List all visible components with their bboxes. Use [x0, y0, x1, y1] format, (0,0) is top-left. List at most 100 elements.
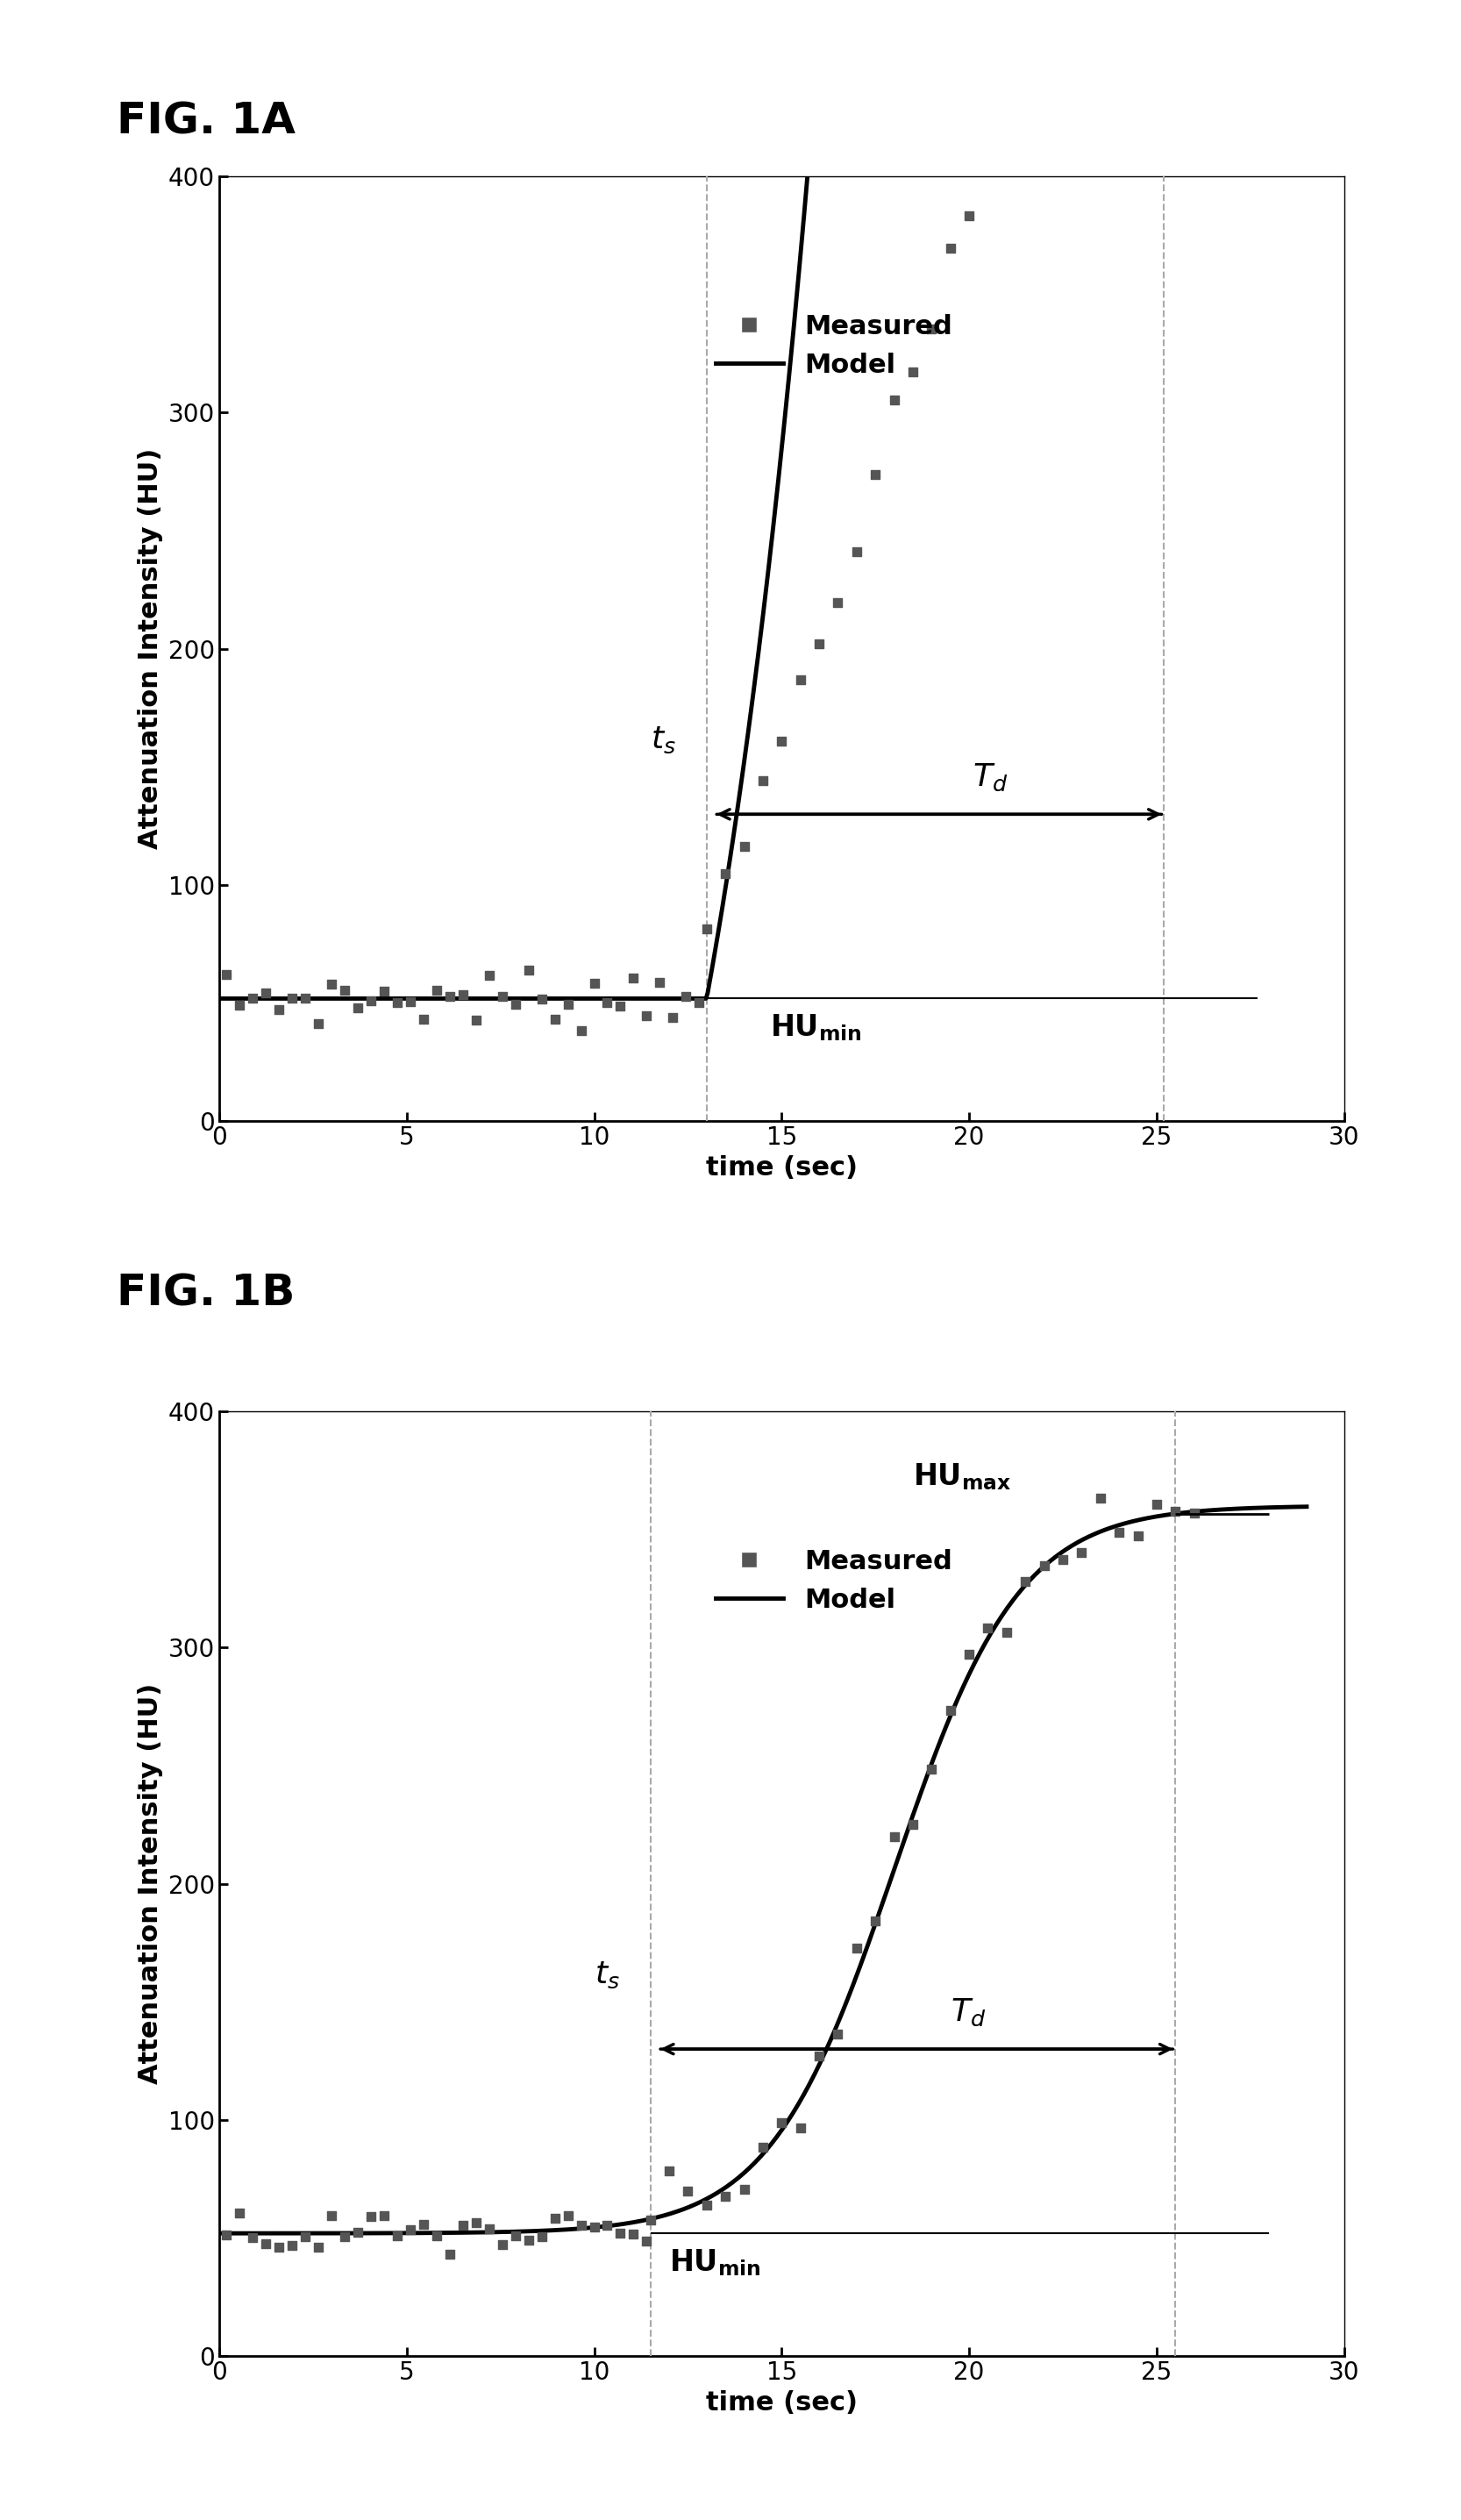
Point — [412, 2205, 435, 2245]
Point — [478, 955, 501, 995]
Point — [713, 2177, 736, 2218]
Point — [359, 2197, 383, 2238]
Point — [465, 1000, 488, 1041]
Point — [320, 965, 343, 1005]
Text: $T_d$: $T_d$ — [973, 761, 1008, 794]
Point — [543, 998, 567, 1038]
Point — [386, 2215, 409, 2255]
Point — [622, 958, 646, 998]
Point — [995, 91, 1018, 131]
Point — [1069, 1532, 1093, 1572]
Point — [294, 978, 317, 1018]
Point — [228, 2192, 251, 2233]
Point — [267, 990, 291, 1031]
Point — [662, 998, 685, 1038]
Point — [789, 660, 812, 701]
Point — [530, 980, 554, 1021]
Point — [1145, 1484, 1169, 1525]
Point — [688, 983, 712, 1023]
Point — [789, 2107, 812, 2147]
Point — [976, 146, 999, 186]
Point — [465, 2202, 488, 2243]
Point — [695, 2185, 719, 2225]
Point — [1014, 45, 1037, 86]
Point — [939, 229, 963, 270]
Point — [596, 2205, 619, 2245]
Point — [359, 980, 383, 1021]
Point — [557, 2195, 580, 2235]
Point — [294, 2218, 317, 2258]
Point — [609, 2213, 633, 2253]
Point — [622, 2215, 646, 2255]
Point — [1014, 1562, 1037, 1603]
Point — [228, 985, 251, 1026]
Legend: Measured, Model: Measured, Model — [706, 302, 963, 388]
Point — [751, 2127, 774, 2167]
X-axis label: time (sec): time (sec) — [706, 2389, 858, 2414]
Point — [583, 2208, 606, 2248]
Point — [373, 970, 396, 1011]
Point — [808, 2036, 831, 2076]
Point — [491, 2225, 514, 2265]
Point — [517, 950, 541, 990]
Point — [732, 827, 755, 867]
Point — [751, 761, 774, 801]
Point — [333, 2218, 356, 2258]
Point — [976, 1608, 999, 1648]
Point — [478, 2208, 501, 2248]
Point — [570, 2205, 593, 2245]
Point — [732, 2170, 755, 2210]
Point — [491, 975, 514, 1016]
Point — [827, 2013, 850, 2054]
Point — [373, 2195, 396, 2235]
Point — [399, 2210, 422, 2250]
Point — [215, 2215, 238, 2255]
Point — [438, 2235, 462, 2276]
Point — [676, 2170, 700, 2210]
Point — [530, 2218, 554, 2258]
Point — [583, 963, 606, 1003]
Point — [596, 983, 619, 1023]
X-axis label: time (sec): time (sec) — [706, 1154, 858, 1179]
Point — [649, 963, 672, 1003]
Text: FIG. 1A: FIG. 1A — [117, 101, 295, 144]
Point — [570, 1011, 593, 1051]
Point — [346, 2213, 370, 2253]
Point — [320, 2195, 343, 2235]
Point — [307, 2228, 330, 2268]
Text: $T_d$: $T_d$ — [951, 1996, 986, 2029]
Point — [241, 2218, 264, 2258]
Point — [636, 995, 659, 1036]
Point — [1126, 1517, 1150, 1557]
Point — [267, 2228, 291, 2268]
Point — [1033, 1545, 1056, 1585]
Point — [241, 978, 264, 1018]
Point — [438, 978, 462, 1018]
Point — [1182, 1492, 1205, 1532]
Point — [901, 1804, 925, 1845]
Point — [863, 1900, 887, 1940]
Point — [1107, 1512, 1131, 1552]
Point — [281, 2225, 304, 2265]
Point — [504, 983, 527, 1023]
Point — [901, 350, 925, 391]
Point — [346, 988, 370, 1028]
Point — [920, 1749, 944, 1789]
Point — [412, 998, 435, 1038]
Point — [386, 983, 409, 1023]
Point — [504, 2215, 527, 2255]
Point — [695, 910, 719, 950]
Point — [863, 454, 887, 494]
Point — [827, 582, 850, 622]
Point — [1052, 1540, 1075, 1580]
Point — [636, 2220, 659, 2260]
Text: HU$_\mathbf{min}$: HU$_\mathbf{min}$ — [770, 1013, 862, 1043]
Point — [657, 2152, 681, 2192]
Point — [882, 381, 906, 421]
Point — [638, 2200, 662, 2240]
Point — [844, 532, 868, 572]
Point — [425, 970, 449, 1011]
Point — [1088, 1479, 1112, 1520]
Point — [770, 721, 793, 761]
Point — [254, 2223, 278, 2263]
